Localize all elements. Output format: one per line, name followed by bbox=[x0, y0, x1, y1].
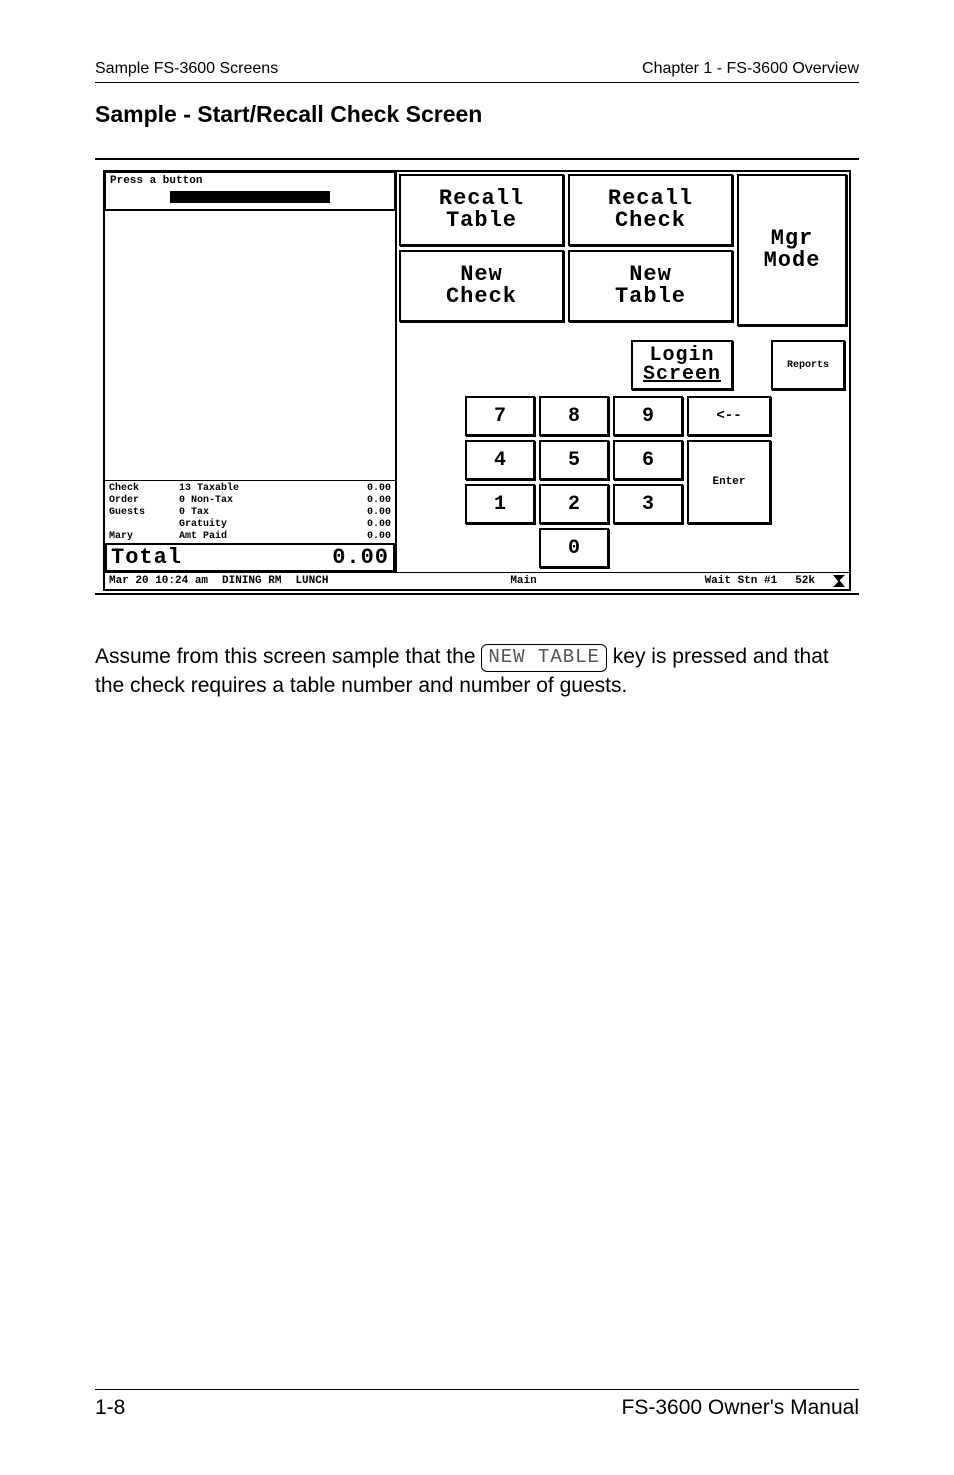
new-table-l1: New bbox=[629, 264, 672, 286]
sum-taxable-label: 13 Taxable bbox=[179, 483, 269, 495]
sum-gratuity-label: Gratuity bbox=[179, 519, 269, 531]
body-paragraph: Assume from this screen sample that the … bbox=[95, 643, 859, 700]
total-value: 0.00 bbox=[332, 545, 389, 570]
recall-table-button[interactable]: Recall Table bbox=[399, 174, 564, 246]
key-4[interactable]: 4 bbox=[465, 440, 535, 480]
recall-check-l2: Check bbox=[615, 210, 686, 232]
status-bar: Mar 20 10:24 am DINING RM LUNCH Main Wai… bbox=[105, 572, 849, 589]
sum-taxable-value: 0.00 bbox=[269, 483, 391, 495]
backspace-key[interactable]: <-- bbox=[687, 396, 771, 436]
status-center: Main bbox=[342, 575, 704, 587]
progress-bar bbox=[170, 191, 330, 203]
new-check-button[interactable]: New Check bbox=[399, 250, 564, 322]
key-blank2 bbox=[613, 528, 683, 568]
right-panel: Recall Table New Check Recall Check bbox=[395, 172, 849, 572]
hourglass-icon bbox=[833, 575, 845, 587]
screenshot-frame: Press a button Check13 Taxable0.00 Order… bbox=[95, 158, 859, 595]
pos-screen: Press a button Check13 Taxable0.00 Order… bbox=[103, 170, 851, 591]
recall-table-l2: Table bbox=[446, 210, 517, 232]
sum-blank bbox=[109, 519, 179, 531]
sum-tax-value: 0.00 bbox=[269, 507, 391, 519]
new-table-button[interactable]: New Table bbox=[568, 250, 733, 322]
sum-tax-label: 0 Tax bbox=[179, 507, 269, 519]
total-row: Total 0.00 bbox=[105, 543, 395, 572]
mgr-l1: Mgr bbox=[771, 228, 814, 250]
status-meal: LUNCH bbox=[295, 575, 328, 587]
recall-check-l1: Recall bbox=[608, 188, 693, 210]
inline-key-new-table: NEW TABLE bbox=[481, 644, 607, 672]
new-check-l2: Check bbox=[446, 286, 517, 308]
login-screen-button[interactable]: Login Screen bbox=[631, 340, 733, 390]
left-panel: Press a button Check13 Taxable0.00 Order… bbox=[105, 172, 395, 572]
key-9[interactable]: 9 bbox=[613, 396, 683, 436]
key-0[interactable]: 0 bbox=[539, 528, 609, 568]
keypad: 7 8 9 4 5 6 1 2 3 0 bbox=[465, 396, 683, 568]
section-title: Sample - Start/Recall Check Screen bbox=[95, 101, 859, 128]
key-1[interactable]: 1 bbox=[465, 484, 535, 524]
sum-amtpaid-value: 0.00 bbox=[269, 531, 391, 543]
new-check-l1: New bbox=[460, 264, 503, 286]
key-2[interactable]: 2 bbox=[539, 484, 609, 524]
header-right: Chapter 1 - FS-3600 Overview bbox=[642, 60, 859, 78]
sum-server-label: Mary bbox=[109, 531, 179, 543]
mgr-mode-button[interactable]: Mgr Mode bbox=[737, 174, 847, 326]
new-table-l2: Table bbox=[615, 286, 686, 308]
prompt-label: Press a button bbox=[110, 175, 390, 187]
recall-table-l1: Recall bbox=[439, 188, 524, 210]
key-7[interactable]: 7 bbox=[465, 396, 535, 436]
footer-manual-title: FS-3600 Owner's Manual bbox=[622, 1396, 859, 1420]
reports-button[interactable]: Reports bbox=[771, 340, 845, 390]
footer-page-number: 1-8 bbox=[95, 1396, 125, 1420]
sum-gratuity-value: 0.00 bbox=[269, 519, 391, 531]
status-mem: 52k bbox=[795, 575, 815, 587]
status-station: Wait Stn #1 bbox=[705, 575, 778, 587]
body-p1a: Assume from this screen sample that the bbox=[95, 645, 481, 668]
login-l2: Screen bbox=[643, 365, 721, 384]
header-left: Sample FS-3600 Screens bbox=[95, 60, 278, 78]
sum-nontax-value: 0.00 bbox=[269, 495, 391, 507]
mgr-l2: Mode bbox=[764, 250, 821, 272]
key-6[interactable]: 6 bbox=[613, 440, 683, 480]
key-8[interactable]: 8 bbox=[539, 396, 609, 436]
sum-order-label: Order bbox=[109, 495, 179, 507]
sum-check-label: Check bbox=[109, 483, 179, 495]
key-blank bbox=[465, 528, 535, 568]
key-5[interactable]: 5 bbox=[539, 440, 609, 480]
prompt-box: Press a button bbox=[105, 172, 395, 211]
page-header: Sample FS-3600 Screens Chapter 1 - FS-36… bbox=[95, 60, 859, 83]
page-footer: 1-8 FS-3600 Owner's Manual bbox=[95, 1389, 859, 1420]
check-summary: Check13 Taxable0.00 Order0 Non-Tax0.00 G… bbox=[105, 480, 395, 543]
status-datetime: Mar 20 10:24 am bbox=[109, 575, 208, 587]
total-label: Total bbox=[111, 545, 182, 570]
status-room: DINING RM bbox=[222, 575, 281, 587]
sum-amtpaid-label: Amt Paid bbox=[179, 531, 269, 543]
enter-key[interactable]: Enter bbox=[687, 440, 771, 524]
recall-check-button[interactable]: Recall Check bbox=[568, 174, 733, 246]
sum-nontax-label: 0 Non-Tax bbox=[179, 495, 269, 507]
sum-guests-label: Guests bbox=[109, 507, 179, 519]
key-3[interactable]: 3 bbox=[613, 484, 683, 524]
